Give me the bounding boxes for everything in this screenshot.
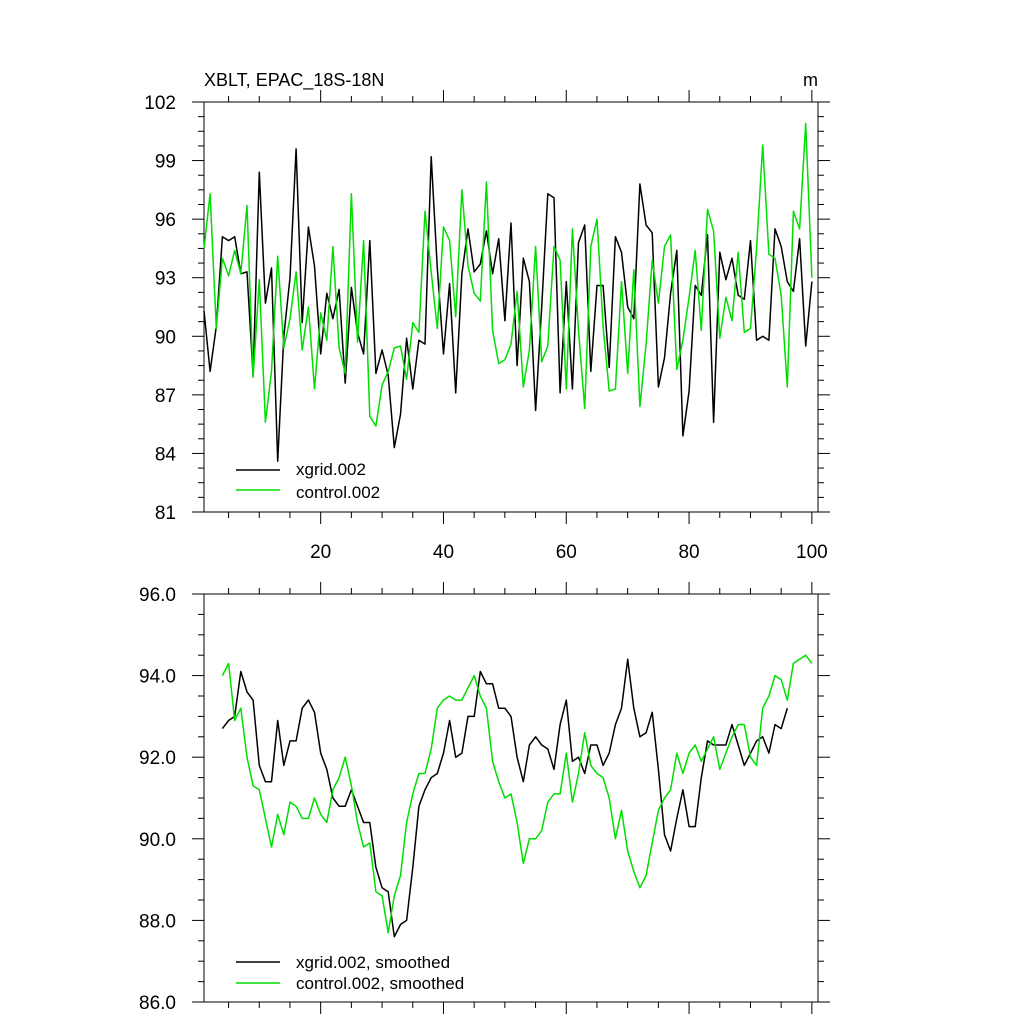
plot-frame bbox=[203, 593, 819, 1003]
y-tick-label: 93 bbox=[155, 269, 176, 290]
legend-label-control-smoothed: control.002, smoothed bbox=[296, 974, 464, 993]
x-tick-label: 40 bbox=[433, 542, 454, 563]
y-tick-label: 88.0 bbox=[139, 911, 176, 932]
units-label: m bbox=[803, 70, 818, 90]
legend-label-xgrid: xgrid.002 bbox=[296, 460, 366, 479]
y-tick-label: 90 bbox=[155, 327, 176, 348]
y-tick-label: 99 bbox=[155, 152, 176, 173]
chart-panel-2: 86.0 88.0 90.0 92.0 94.0 96.0 bbox=[139, 582, 830, 1014]
series-line-xgrid bbox=[203, 148, 813, 462]
chart-title: XBLT, EPAC_18S-18N bbox=[204, 70, 384, 91]
series-line-xgrid bbox=[221, 658, 789, 938]
y-tick-label: 81 bbox=[155, 503, 176, 524]
y-tick-label: 96 bbox=[155, 210, 176, 231]
y-tick-label: 96.0 bbox=[139, 585, 176, 606]
y-tick-label: 102 bbox=[144, 93, 176, 114]
chart-panel-1: 81 84 87 90 93 96 99 102 20 40 60 80 100 bbox=[144, 90, 830, 563]
y-tick-label: 84 bbox=[155, 444, 177, 465]
y-tick-label: 94.0 bbox=[139, 667, 176, 688]
x-tick-label: 60 bbox=[556, 542, 577, 563]
series-line-control bbox=[221, 654, 813, 934]
x-tick-label: 100 bbox=[796, 542, 828, 563]
series-line-control bbox=[203, 122, 813, 427]
legend-label-control: control.002 bbox=[296, 483, 380, 502]
y-tick-label: 86.0 bbox=[139, 993, 176, 1014]
legend-label-xgrid-smoothed: xgrid.002, smoothed bbox=[296, 953, 450, 972]
y-tick-label: 92.0 bbox=[139, 748, 176, 769]
y-tick-label: 90.0 bbox=[139, 830, 176, 851]
x-tick-label: 20 bbox=[310, 542, 331, 563]
x-tick-label: 80 bbox=[678, 542, 699, 563]
y-tick-label: 87 bbox=[155, 386, 176, 407]
